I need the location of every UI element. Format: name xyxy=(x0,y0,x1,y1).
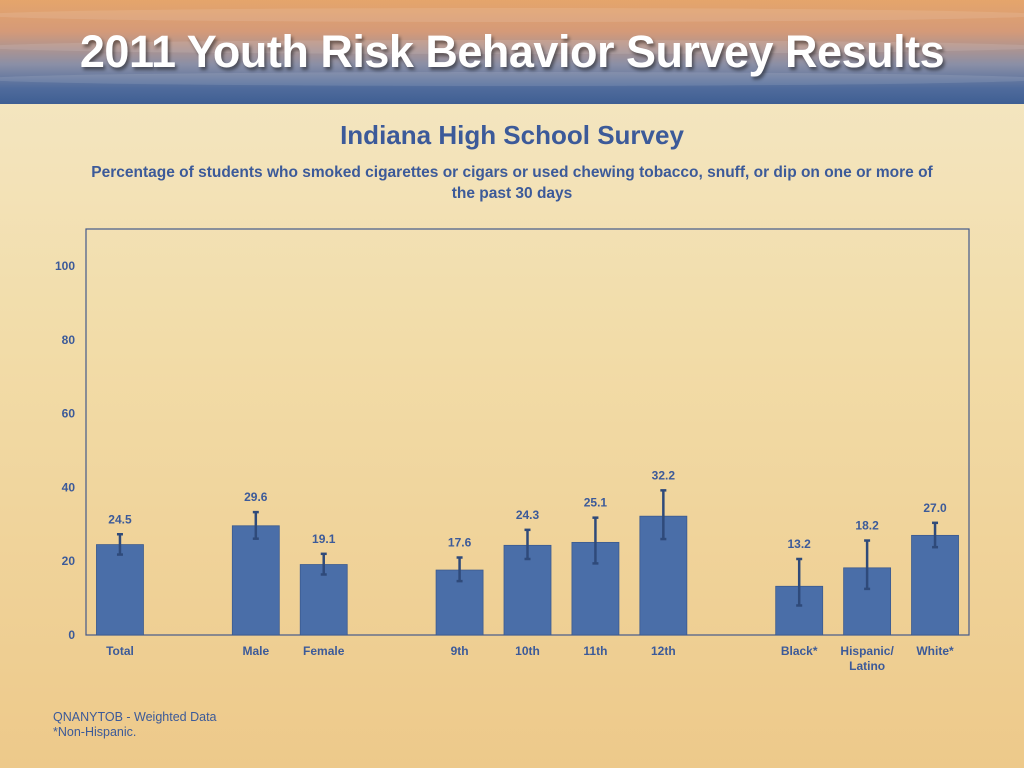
x-tick-label: Hispanic/Latino xyxy=(840,644,894,673)
bar xyxy=(299,564,348,636)
y-tick-label: 20 xyxy=(62,554,76,568)
chart-title: Indiana High School Survey xyxy=(340,120,684,150)
x-tick-label: 12th xyxy=(651,644,676,658)
data-label: 25.1 xyxy=(584,496,608,510)
bar xyxy=(911,534,959,636)
y-tick-label: 40 xyxy=(62,480,76,494)
x-tick-label: White* xyxy=(916,644,954,658)
banner-stripe xyxy=(0,40,1024,54)
data-label: 32.2 xyxy=(652,468,676,482)
banner-title: 2011 Youth Risk Behavior Survey Results xyxy=(79,26,945,77)
data-label: 27.0 xyxy=(923,501,947,515)
x-tick-label: Total xyxy=(106,644,134,658)
footnote-non-hispanic: *Non-Hispanic. xyxy=(53,725,137,739)
footnote-data-source: QNANYTOB - Weighted Data xyxy=(53,710,217,724)
y-tick-label: 60 xyxy=(62,407,76,421)
banner-stripe xyxy=(0,72,1024,86)
banner-stripe xyxy=(0,8,1024,22)
data-label: 24.3 xyxy=(516,508,540,522)
x-tick-label: 10th xyxy=(515,644,540,658)
data-label: 29.6 xyxy=(244,490,268,504)
bar xyxy=(503,544,552,636)
data-label: 17.6 xyxy=(448,536,472,550)
bar xyxy=(96,544,144,636)
x-tick-label: Male xyxy=(242,644,269,658)
data-label: 13.2 xyxy=(788,537,812,551)
x-tick-label: Female xyxy=(303,644,345,658)
x-tick-label: 11th xyxy=(583,644,607,658)
y-tick-label: 80 xyxy=(62,333,76,347)
data-label: 19.1 xyxy=(312,532,336,546)
header-banner: 2011 Youth Risk Behavior Survey Results xyxy=(0,0,1024,104)
x-tick-label: 9th xyxy=(451,644,469,658)
bar xyxy=(231,525,280,636)
x-tick-label: Black* xyxy=(781,644,818,658)
data-label: 18.2 xyxy=(855,519,879,533)
y-tick-label: 0 xyxy=(68,628,75,642)
chart-subtitle: Percentage of students who smoked cigare… xyxy=(91,164,933,202)
data-label: 24.5 xyxy=(108,512,132,526)
y-tick-label: 100 xyxy=(55,259,75,273)
